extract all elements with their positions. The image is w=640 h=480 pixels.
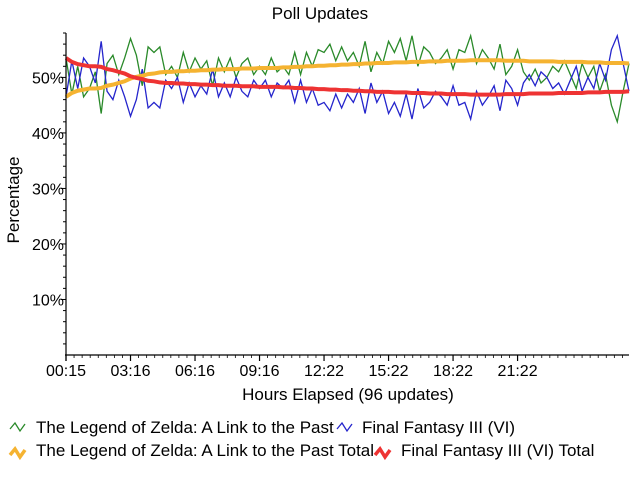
series-line-final-fantasy-iii-vi-total [64,56,630,97]
x-tick-label: 15:22 [369,363,409,380]
y-axis-label: Percentage [4,157,23,244]
x-axis-label: Hours Elapsed (96 updates) [242,385,454,404]
series-line-final-fantasy-iii-vi [65,33,630,122]
axes: 10% 20% 30% 40% 50% 00:15 03:16 06:16 09:16 12:22… [32,32,629,380]
legend-label-ff-total: Final Fantasy III (VI) Total [401,441,594,460]
chart-title: Poll Updates [272,4,368,23]
x-tick-label: 09:16 [240,363,280,380]
x-tick-label: 12:22 [304,363,344,380]
legend-label-zelda-total: The Legend of Zelda: A Link to the Past … [36,441,374,460]
thick-zigzag-icon [373,446,392,461]
plot-area [64,33,630,125]
legend-item-zelda: The Legend of Zelda: A Link to the Past [9,418,334,437]
series-line-the-legend-of-zelda-a-link-to-the-past [65,33,630,125]
x-tick-label: 03:16 [110,363,150,380]
x-tick-label: 00:15 [46,363,86,380]
x-tick-label: 06:16 [175,363,215,380]
thick-zigzag-icon [8,446,27,461]
y-tick-label: 50% [32,70,64,87]
thin-zigzag-icon [336,421,353,433]
thin-zigzag-icon [9,421,26,433]
legend-label-ff: Final Fantasy III (VI) [362,418,515,437]
y-tick-label: 10% [32,292,64,309]
legend-label-zelda: The Legend of Zelda: A Link to the Past [36,418,334,437]
x-tick-label: 21:22 [498,363,538,380]
x-tick-label: 18:22 [433,363,473,380]
y-tick-label: 30% [32,181,64,198]
legend-item-zelda-total: The Legend of Zelda: A Link to the Past … [8,441,374,461]
legend-item-ff: Final Fantasy III (VI) [336,418,515,437]
y-tick-label: 40% [32,126,64,143]
y-tick-label: 20% [32,237,64,254]
legend-item-ff-total: Final Fantasy III (VI) Total [373,441,594,461]
series-line-the-legend-of-zelda-a-link-to-the-past-total [64,58,630,99]
